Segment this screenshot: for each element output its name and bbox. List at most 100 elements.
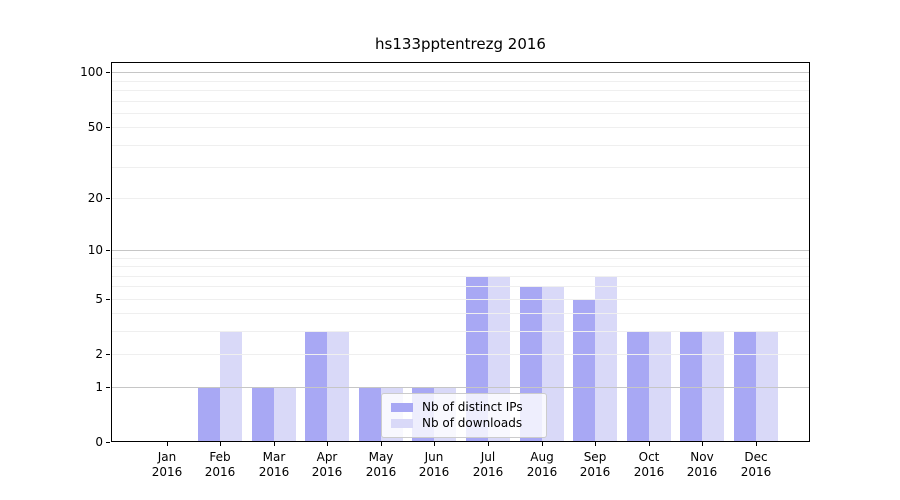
x-tick-month: Apr bbox=[316, 450, 338, 464]
x-tick-label-feb: Feb 2016 bbox=[188, 450, 252, 480]
x-tick-label-apr: Apr 2016 bbox=[295, 450, 359, 480]
gridline-y-9 bbox=[111, 258, 810, 259]
legend-label-downloads: Nb of downloads bbox=[422, 416, 523, 430]
x-tick-month: May bbox=[368, 450, 394, 464]
gridline-y-6 bbox=[111, 286, 810, 287]
y-tick-label-10: 10 bbox=[87, 243, 103, 257]
bar-nb-of-downloads-aug bbox=[542, 286, 564, 442]
x-tick-month: Sep bbox=[583, 450, 607, 464]
y-tick-label-0: 0 bbox=[95, 435, 103, 449]
bar-nb-of-distinct-ips-dec bbox=[734, 331, 756, 442]
x-tick-month: Jun bbox=[424, 450, 444, 464]
bar-nb-of-downloads-mar bbox=[274, 387, 296, 442]
gridline-y-8 bbox=[111, 266, 810, 267]
x-tick-month: Feb bbox=[209, 450, 231, 464]
legend-label-distinct-ips: Nb of distinct IPs bbox=[422, 400, 523, 414]
legend-swatch-distinct-ips bbox=[391, 402, 413, 412]
gridline-y-3 bbox=[111, 331, 810, 332]
x-tick-year: 2016 bbox=[258, 465, 290, 479]
gridline-y-2 bbox=[111, 354, 810, 355]
y-tick-label-100: 100 bbox=[80, 65, 103, 79]
legend-item-distinct-ips: Nb of distinct IPs bbox=[391, 399, 538, 415]
x-tick-jan bbox=[167, 442, 168, 446]
x-tick-month: Oct bbox=[638, 450, 660, 464]
x-tick-month: Aug bbox=[530, 450, 554, 464]
x-tick-month: Nov bbox=[690, 450, 714, 464]
x-tick-mar bbox=[274, 442, 275, 446]
x-tick-year: 2016 bbox=[472, 465, 504, 479]
x-tick-oct bbox=[649, 442, 650, 446]
bar-nb-of-downloads-dec bbox=[756, 331, 778, 442]
y-tick-label-1: 1 bbox=[95, 380, 103, 394]
y-tick-20 bbox=[106, 198, 110, 199]
bar-nb-of-distinct-ips-apr bbox=[305, 331, 327, 442]
x-tick-year: 2016 bbox=[418, 465, 450, 479]
gridline-y-10 bbox=[111, 250, 810, 251]
x-tick-month: Jul bbox=[480, 450, 496, 464]
x-tick-apr bbox=[327, 442, 328, 446]
gridline-y-80 bbox=[111, 90, 810, 91]
y-tick-10 bbox=[106, 250, 110, 251]
x-tick-sep bbox=[595, 442, 596, 446]
x-tick-label-jan: Jan 2016 bbox=[135, 450, 199, 480]
gridline-y-30 bbox=[111, 167, 810, 168]
x-tick-aug bbox=[542, 442, 543, 446]
bar-nb-of-downloads-apr bbox=[327, 331, 349, 442]
x-tick-label-dec: Dec 2016 bbox=[724, 450, 788, 480]
x-tick-nov bbox=[702, 442, 703, 446]
y-tick-100 bbox=[106, 72, 110, 73]
legend-item-downloads: Nb of downloads bbox=[391, 415, 538, 431]
x-tick-label-jul: Jul 2016 bbox=[456, 450, 520, 480]
gridline-y-100 bbox=[111, 72, 810, 73]
legend: Nb of distinct IPs Nb of downloads bbox=[381, 393, 547, 438]
gridline-y-50 bbox=[111, 127, 810, 128]
bar-nb-of-downloads-sep bbox=[595, 276, 617, 442]
x-tick-label-sep: Sep 2016 bbox=[563, 450, 627, 480]
x-tick-year: 2016 bbox=[204, 465, 236, 479]
y-tick-label-2: 2 bbox=[95, 347, 103, 361]
x-tick-jun bbox=[434, 442, 435, 446]
x-tick-year: 2016 bbox=[151, 465, 183, 479]
bar-nb-of-distinct-ips-nov bbox=[680, 331, 702, 442]
bar-nb-of-distinct-ips-oct bbox=[627, 331, 649, 442]
x-tick-year: 2016 bbox=[365, 465, 397, 479]
bar-nb-of-downloads-feb bbox=[220, 331, 242, 442]
gridline-y-20 bbox=[111, 198, 810, 199]
x-tick-dec bbox=[756, 442, 757, 446]
gridline-y-90 bbox=[111, 81, 810, 82]
bar-nb-of-downloads-oct bbox=[649, 331, 671, 442]
x-tick-label-aug: Aug 2016 bbox=[510, 450, 574, 480]
y-tick-1 bbox=[106, 387, 110, 388]
x-tick-label-may: May 2016 bbox=[349, 450, 413, 480]
y-tick-50 bbox=[106, 127, 110, 128]
chart-title: hs133pptentrezg 2016 bbox=[375, 35, 546, 53]
bar-nb-of-downloads-nov bbox=[702, 331, 724, 442]
x-tick-year: 2016 bbox=[311, 465, 343, 479]
gridline-y-70 bbox=[111, 101, 810, 102]
x-tick-year: 2016 bbox=[740, 465, 772, 479]
bar-nb-of-distinct-ips-sep bbox=[573, 299, 595, 442]
x-tick-label-oct: Oct 2016 bbox=[617, 450, 681, 480]
gridline-y-1 bbox=[111, 387, 810, 388]
x-tick-year: 2016 bbox=[633, 465, 665, 479]
gridline-y-60 bbox=[111, 113, 810, 114]
gridline-y-40 bbox=[111, 145, 810, 146]
bar-nb-of-distinct-ips-may bbox=[359, 387, 381, 442]
x-tick-label-nov: Nov 2016 bbox=[670, 450, 734, 480]
gridline-y-7 bbox=[111, 276, 810, 277]
gridline-y-5 bbox=[111, 299, 810, 300]
x-tick-year: 2016 bbox=[526, 465, 558, 479]
x-tick-month: Mar bbox=[262, 450, 286, 464]
x-tick-year: 2016 bbox=[579, 465, 611, 479]
legend-swatch-downloads bbox=[391, 418, 413, 428]
x-tick-month: Dec bbox=[744, 450, 768, 464]
gridline-y-4 bbox=[111, 313, 810, 314]
x-tick-may bbox=[381, 442, 382, 446]
x-tick-year: 2016 bbox=[686, 465, 718, 479]
y-tick-5 bbox=[106, 299, 110, 300]
x-tick-feb bbox=[220, 442, 221, 446]
x-tick-month: Jan bbox=[157, 450, 177, 464]
x-tick-jul bbox=[488, 442, 489, 446]
x-tick-label-jun: Jun 2016 bbox=[402, 450, 466, 480]
x-tick-label-mar: Mar 2016 bbox=[242, 450, 306, 480]
